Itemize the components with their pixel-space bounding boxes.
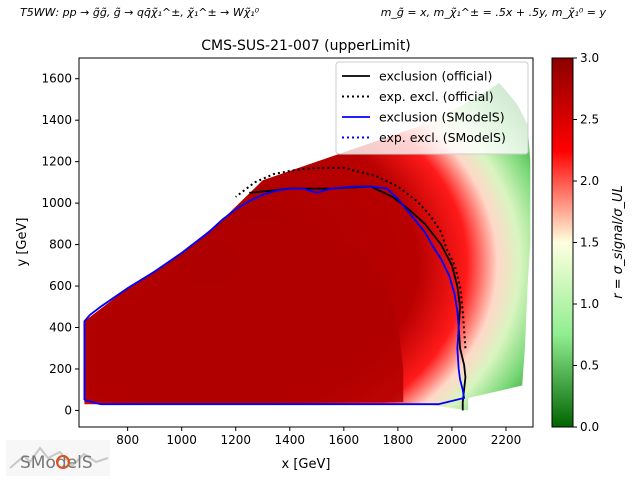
y-tick-label: 200 [49, 362, 72, 376]
y-tick-label: 1600 [41, 72, 72, 86]
y-axis-label: y [GeV] [15, 218, 30, 267]
legend-label: exp. excl. (official) [379, 89, 494, 104]
colorbar-bar [551, 57, 574, 428]
legend-label: exclusion (SModelS) [379, 110, 505, 125]
contour-lines [83, 166, 467, 411]
series-line-2 [235, 166, 467, 349]
y-tick-label: 400 [49, 320, 72, 334]
x-tick-label: 2200 [491, 433, 522, 447]
colorbar-label: r = σ_signal/σ_UL [611, 185, 626, 299]
legend: exclusion (official) exp. excl. (official… [335, 61, 529, 155]
colorbar-ticks: 0.0 0.5 1.0 1.5 2.0 2.5 3.0 [573, 51, 599, 434]
x-axis-label: x [GeV] [282, 457, 331, 472]
legend-label: exp. excl. (SModelS) [379, 130, 506, 145]
y-tick-label: 1400 [41, 113, 72, 127]
chart-title: CMS-SUS-21-007 (upperLimit) [201, 38, 411, 54]
y-tick-label: 0 [64, 403, 72, 417]
heatmap-core [84, 217, 404, 403]
y-axis: 0 200 400 600 800 1000 1200 1400 1600 [41, 72, 79, 417]
logo-network-icon [9, 446, 109, 469]
logo-o-icon [56, 455, 70, 469]
colorbar-tick-label: 1.0 [580, 297, 599, 311]
y-tick-label: 800 [49, 238, 72, 252]
x-tick-label: 2000 [437, 433, 468, 447]
x-tick-label: 1200 [220, 433, 251, 447]
x-tick-label: 800 [116, 433, 139, 447]
series-line-3 [83, 185, 466, 406]
x-axis: 800 1000 1200 1400 1600 1800 2000 2200 [116, 427, 521, 447]
heatmap-region [84, 82, 531, 411]
colorbar-tick-label: 1.5 [580, 236, 599, 250]
legend-label: exclusion (official) [379, 69, 492, 84]
colorbar-tick-label: 2.5 [580, 113, 599, 127]
colorbar-tick-label: 0.0 [580, 420, 599, 434]
smodels-logo: SModelS [6, 440, 110, 476]
x-tick-label: 1400 [275, 433, 306, 447]
mass-relation-label: m_g̃ = x, m_χ̃₁^± = .5x + .5y, m_χ̃₁⁰ = … [381, 6, 607, 19]
colorbar-tick-label: 2.0 [580, 174, 599, 188]
y-tick-label: 1000 [41, 196, 72, 210]
y-tick-label: 600 [49, 279, 72, 293]
x-tick-label: 1000 [166, 433, 197, 447]
colorbar: 0.0 0.5 1.0 1.5 2.0 2.5 3.0 r = σ_signal/σ_UL [551, 51, 626, 434]
x-tick-label: 1600 [329, 433, 360, 447]
process-label: T5WW: pp → g̃g̃, g̃ → qq̄χ̃₁^±, χ̃₁^± → … [20, 6, 260, 19]
y-tick-label: 1200 [41, 155, 72, 169]
plot-frame [78, 57, 534, 428]
x-tick-label: 1800 [383, 433, 414, 447]
legend-box [335, 61, 529, 155]
colorbar-tick-label: 3.0 [580, 51, 599, 65]
colorbar-tick-label: 0.5 [580, 359, 599, 373]
